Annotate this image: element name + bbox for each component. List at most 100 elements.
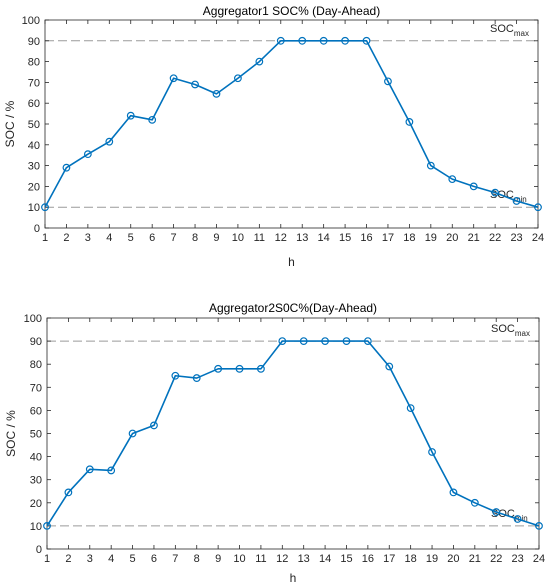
x-tick-label: 23 — [510, 232, 522, 244]
y-tick-label: 10 — [30, 521, 42, 533]
data-point — [470, 498, 479, 507]
data-point — [171, 371, 180, 380]
data-point — [405, 118, 414, 126]
x-tick-label: 8 — [194, 553, 200, 565]
x-tick-label: 11 — [255, 553, 266, 565]
x-tick-label: 22 — [490, 553, 502, 565]
data-point — [255, 57, 264, 66]
y-tick-label: 40 — [28, 140, 40, 152]
x-tick-label: 12 — [276, 553, 288, 565]
plot-area — [46, 317, 540, 550]
data-point — [64, 488, 73, 497]
y-tick-label: 70 — [28, 77, 40, 89]
data-point — [428, 448, 436, 456]
data-point — [43, 522, 51, 530]
y-tick-label: 80 — [30, 359, 42, 371]
data-point — [148, 115, 157, 124]
y-tick-label: 70 — [30, 382, 42, 394]
x-axis-label: h — [288, 255, 295, 269]
series-line — [44, 39, 539, 208]
x-tick-label: 16 — [362, 553, 374, 565]
data-point — [276, 36, 285, 45]
data-point — [469, 182, 478, 191]
data-point — [85, 465, 94, 474]
x-tick-label: 10 — [232, 232, 244, 244]
data-point — [257, 364, 265, 373]
x-tick-label: 19 — [426, 553, 438, 565]
series-line — [46, 340, 540, 527]
x-tick-label: 2 — [63, 232, 69, 244]
y-tick-label: 20 — [28, 181, 40, 193]
y-tick-label: 90 — [30, 336, 42, 348]
chart-title: Aggregator1 SOC% (Day-Ahead) — [203, 4, 380, 18]
x-tick-label: 5 — [128, 232, 134, 244]
reference-label-subscript: max — [514, 29, 529, 38]
y-tick-label: 10 — [28, 202, 40, 214]
x-tick-label: 15 — [340, 553, 352, 565]
x-tick-label: 17 — [383, 553, 395, 565]
x-tick-label: 23 — [511, 553, 523, 565]
data-point — [278, 337, 287, 346]
x-tick-label: 1 — [44, 553, 50, 565]
y-tick-label: 40 — [30, 452, 42, 464]
data-point — [83, 150, 92, 159]
data-point — [299, 337, 308, 346]
x-tick-label: 15 — [339, 232, 351, 244]
data-point — [298, 36, 307, 45]
x-tick-label: 7 — [171, 232, 177, 244]
x-tick-label: 20 — [447, 553, 459, 565]
x-tick-label: 20 — [446, 232, 458, 244]
x-tick-label: 4 — [108, 553, 114, 565]
data-point — [212, 89, 221, 98]
x-tick-label: 12 — [275, 232, 287, 244]
chart-title: Aggregator2S0C%(Day-Ahead) — [209, 301, 377, 315]
data-point — [363, 337, 372, 346]
x-tick-label: 19 — [425, 232, 437, 244]
data-point — [534, 203, 542, 212]
data-point — [535, 522, 543, 530]
x-tick-label: 3 — [85, 232, 91, 244]
y-tick-label: 20 — [30, 498, 42, 510]
reference-label-text: SOC — [490, 23, 514, 35]
y-tick-label: 100 — [22, 15, 40, 27]
reference-label-subscript: min — [514, 195, 527, 204]
x-tick-label: 7 — [172, 553, 178, 565]
data-point — [62, 163, 71, 172]
y-tick-label: 90 — [28, 36, 40, 48]
data-point — [492, 508, 501, 516]
x-tick-label: 3 — [87, 553, 93, 565]
data-point — [341, 36, 349, 45]
x-tick-label: 14 — [318, 232, 330, 244]
data-point — [41, 203, 49, 212]
data-point — [214, 364, 223, 373]
x-tick-label: 21 — [469, 553, 481, 565]
x-tick-label: 24 — [533, 553, 545, 565]
y-axis-label: SOC / % — [3, 100, 17, 147]
data-point — [513, 515, 522, 523]
x-tick-label: 16 — [360, 232, 372, 244]
y-tick-label: 0 — [34, 223, 40, 235]
data-point — [512, 197, 521, 205]
y-tick-label: 60 — [30, 405, 42, 417]
y-tick-label: 60 — [28, 98, 40, 110]
data-point — [169, 74, 178, 83]
data-point — [448, 175, 457, 184]
x-tick-label: 14 — [319, 553, 331, 565]
x-tick-label: 6 — [151, 553, 157, 565]
y-tick-label: 80 — [28, 57, 40, 69]
data-point — [234, 74, 242, 83]
y-tick-label: 50 — [28, 119, 40, 131]
reference-label-max: SOCmax — [491, 323, 530, 338]
data-point — [426, 161, 435, 170]
y-tick-label: 50 — [30, 429, 42, 441]
data-point — [319, 36, 328, 45]
y-tick-label: 30 — [30, 475, 42, 487]
reference-label-subscript: max — [515, 329, 530, 338]
data-point — [385, 362, 394, 371]
x-tick-label: 24 — [532, 232, 544, 244]
x-tick-label: 4 — [106, 232, 112, 244]
